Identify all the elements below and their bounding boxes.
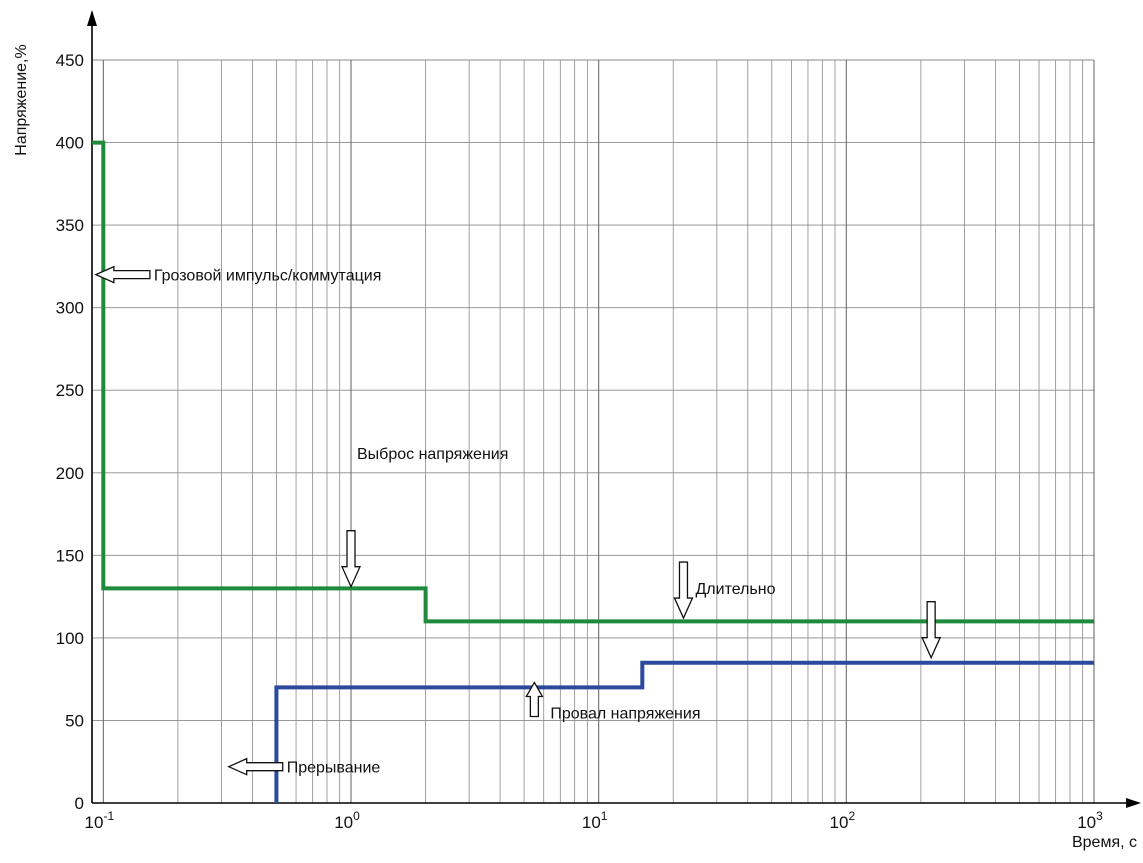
y-axis-label: Напряжение,% [13,44,30,155]
block-arrow-icon [921,601,942,660]
block-arrow-icon [525,681,544,718]
annotation-3: Длительно [673,561,776,620]
y-axis-arrow [87,10,97,26]
y-tick-label: 250 [56,381,84,400]
x-tick-label: 102 [830,809,856,832]
block-arrow-icon [673,561,694,620]
y-tick-label: 200 [56,464,84,483]
y-tick-label: 400 [56,134,84,153]
annotation-1: Грозовой импульс/коммутация [94,265,381,285]
x-tick-label: 101 [582,809,608,832]
annotation-5: Провал напряжения [525,681,700,722]
annotation-label: Грозовой импульс/коммутация [154,268,381,285]
y-tick-label: 50 [65,711,84,730]
annotation-label: Прерывание [287,760,381,777]
x-tick-label: 103 [1077,809,1103,832]
x-axis-arrow [1126,798,1141,808]
grid-lines [91,59,1095,804]
x-tick-label: 100 [334,809,360,832]
series-line-1 [92,140,1094,624]
y-tick-labels: 0 50 100 150 200 250 300 350 400 450 [56,51,84,813]
y-tick-label: 450 [56,51,84,70]
x-axis-label: Время, с [1072,834,1137,851]
y-tick-label: 150 [56,546,84,565]
annotation-label: Длительно [695,581,775,598]
block-arrow-icon [94,265,151,284]
y-tick-label: 100 [56,629,84,648]
series-lines [92,140,1094,803]
annotation-label: Выброс напряжения [357,446,508,463]
y-tick-label: 0 [75,794,84,813]
x-tick-labels: 10-1 100 101 102 103 [85,809,1104,832]
annotations: Грозовой импульс/коммутация Выброс напряж… [94,265,942,777]
annotation-4 [921,601,942,660]
annotation-label: Провал напряжения [550,705,700,722]
x-tick-label: 10-1 [85,809,115,832]
y-tick-label: 300 [56,299,84,318]
block-arrow-icon [340,530,362,589]
y-tick-label: 350 [56,216,84,235]
annotation-6: Прерывание [227,757,381,777]
block-arrow-icon [227,757,284,776]
series-line-2 [274,660,1094,803]
annotation-2: Выброс напряжения [340,446,508,589]
